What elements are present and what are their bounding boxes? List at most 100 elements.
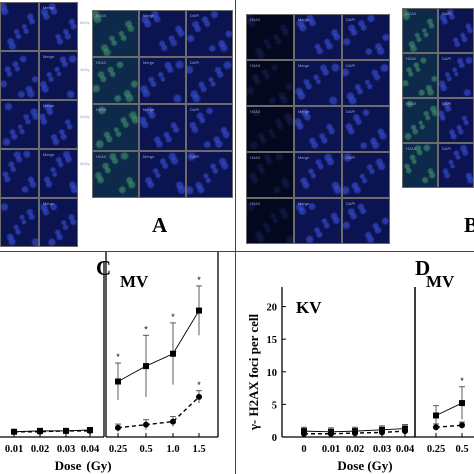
channel-label: DAPI: [190, 60, 200, 65]
data-point-circle: [170, 418, 176, 425]
micrograph-tile: H2AX: [246, 14, 294, 60]
data-point-square: [433, 412, 439, 419]
data-point-circle: [63, 427, 69, 434]
micrograph-tile: H2AX: [92, 57, 139, 104]
channel-label: Merge: [43, 103, 55, 108]
micrograph-tile: Merge: [39, 198, 78, 247]
y-axis-title: γ- H2AX foci per cell: [246, 313, 261, 431]
channel-label: Merge: [43, 201, 55, 206]
x-tick-label: 0: [301, 444, 306, 455]
data-point-circle: [459, 422, 465, 429]
charts-svg: 0.01 0.02 0.03 0.04 Dose 0.25 0.5 1.0 1.5 * * * * * (…: [0, 252, 474, 473]
micrograph-tile: Merge: [39, 51, 78, 100]
channel-label: DAPI: [190, 107, 200, 112]
micrograph-tile: [0, 149, 39, 198]
micrograph-tile: [0, 100, 39, 149]
y-tick-label: 5: [272, 400, 277, 411]
significance-marker: *: [171, 312, 175, 322]
channel-label: Merge: [298, 155, 310, 160]
channel-label: Merge: [43, 152, 55, 157]
channel-label: H2AX: [250, 201, 261, 206]
micrograph-tile: DAPI: [438, 143, 474, 188]
channel-label: H2AX: [250, 109, 261, 114]
y-tick-label: 10: [267, 368, 278, 379]
x-tick-label: 0.5: [139, 444, 152, 455]
micrograph-tile: DAPI: [342, 152, 390, 198]
image-panel-left: Merge Merge Merge Merge Merge H2AX Merge DAPI H…: [0, 0, 235, 250]
channel-label: Merge: [43, 5, 55, 10]
micrograph-tile: DAPI: [342, 198, 390, 244]
panel-letter-d: D: [415, 256, 431, 280]
micrograph-tile: H2AX: [402, 53, 438, 98]
micrograph-tile: Merge: [139, 151, 186, 198]
channel-label: Merge: [143, 154, 155, 159]
panel-letter-b: B: [464, 213, 474, 237]
micrograph-tile: DAPI: [342, 14, 390, 60]
y-tick-label: 15: [267, 335, 278, 346]
channel-label: DAPI: [346, 17, 356, 22]
micrograph-tile: [0, 198, 39, 247]
micrograph-tile: DAPI: [438, 98, 474, 143]
channel-label: DAPI: [442, 101, 452, 106]
x-axis-title: Dose: [55, 458, 82, 473]
x-axis-title: Dose (Gy): [337, 458, 392, 473]
series-line: [435, 424, 463, 428]
micrograph-tile: Merge: [39, 2, 78, 51]
panel-divider-horizontal: [0, 251, 474, 252]
channel-label: H2AX: [406, 101, 417, 106]
x-tick-label: 0.25: [427, 444, 445, 455]
channel-label: H2AX: [96, 60, 107, 65]
micrograph-tile: Merge: [139, 57, 186, 104]
chart-c-mv: 0.25 0.5 1.0 1.5 * * * * * (Gy): [86, 252, 219, 473]
micrograph-tile: Merge: [294, 14, 342, 60]
x-tick-label: 0.25: [109, 444, 127, 455]
micrograph-tile: Merge: [139, 10, 186, 57]
significance-marker: *: [460, 376, 464, 386]
significance-marker: *: [116, 352, 120, 362]
channel-label: Merge: [298, 201, 310, 206]
chart-d-kv-title: KV: [296, 298, 322, 317]
y-tick-label: 20: [267, 303, 278, 314]
panel-letter-a: A: [152, 213, 168, 237]
channel-label: H2AX: [406, 146, 417, 151]
chart-d-kv: 0 0.01 0.02 0.03 0.04 0 5 10 15 20 Dose (Gy) γ- H2A…: [246, 287, 416, 473]
micrograph-tile: Merge: [294, 60, 342, 106]
channel-label: DAPI: [346, 201, 356, 206]
micrograph-tile: H2AX: [92, 10, 139, 57]
data-point-square: [143, 363, 149, 370]
x-tick-label: 0.04: [396, 444, 415, 455]
panel-letter-c: C: [96, 256, 112, 280]
panel-divider-vertical: [235, 0, 236, 474]
data-point-square: [170, 350, 176, 357]
data-point-circle: [433, 424, 439, 431]
x-tick-label: 0.02: [31, 444, 49, 455]
channel-label: H2AX: [250, 155, 261, 160]
micrograph-tile: Merge: [294, 106, 342, 152]
micrograph-tile: DAPI: [342, 60, 390, 106]
channel-label: DAPI: [346, 109, 356, 114]
micrograph-tile: Merge: [39, 149, 78, 198]
channel-label: DAPI: [442, 56, 452, 61]
micrograph-tile: H2AX: [246, 198, 294, 244]
channel-label: DAPI: [442, 11, 452, 16]
significance-marker: *: [197, 380, 201, 390]
row-label: 2cGy: [80, 114, 90, 119]
channel-label: DAPI: [190, 13, 200, 18]
data-point-square: [115, 378, 121, 385]
micrograph-tile: DAPI: [342, 106, 390, 152]
data-point-circle: [87, 427, 93, 434]
micrograph-tile: Merge: [294, 198, 342, 244]
image-panel-right: H2AX Merge DAPI H2AX Merge DAPI H2AX Merge DAPI H…: [236, 0, 474, 250]
channel-label: DAPI: [442, 146, 452, 151]
micrograph-tile: [0, 51, 39, 100]
row-label: 1cGy: [80, 67, 90, 72]
data-point-circle: [328, 430, 334, 437]
x-tick-label: 0.04: [81, 444, 100, 455]
micrograph-tile: DAPI: [186, 151, 233, 198]
x-tick-label: 0.01: [322, 444, 340, 455]
channel-label: H2AX: [406, 11, 417, 16]
micrograph-tile: DAPI: [186, 104, 233, 151]
chart-c-title: MV: [120, 272, 149, 291]
series-line: [117, 396, 200, 429]
series-line: [117, 310, 200, 382]
